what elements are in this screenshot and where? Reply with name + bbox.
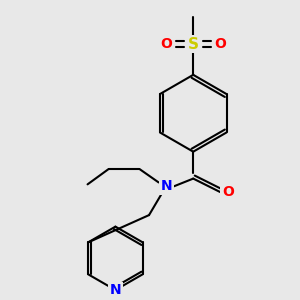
- Text: O: O: [214, 37, 226, 51]
- Text: N: N: [110, 283, 121, 297]
- Text: O: O: [160, 37, 172, 51]
- Text: S: S: [188, 37, 199, 52]
- Text: N: N: [160, 179, 172, 193]
- Text: O: O: [222, 185, 234, 199]
